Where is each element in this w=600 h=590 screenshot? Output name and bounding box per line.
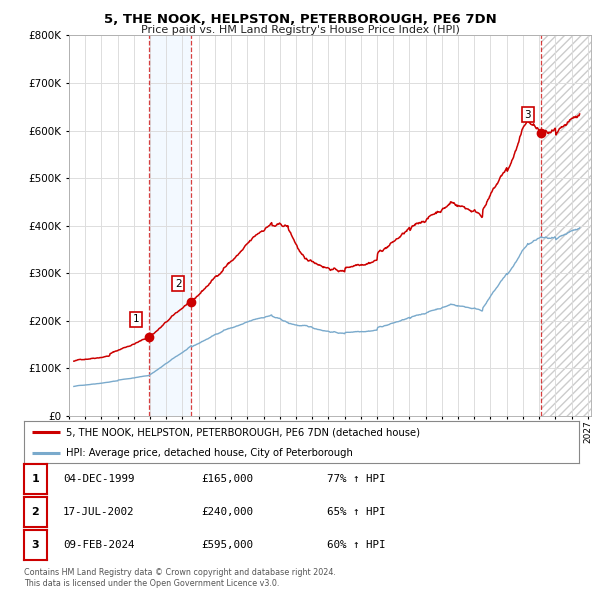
Text: 5, THE NOOK, HELPSTON, PETERBOROUGH, PE6 7DN (detached house): 5, THE NOOK, HELPSTON, PETERBOROUGH, PE6… bbox=[65, 427, 419, 437]
Text: 2: 2 bbox=[175, 278, 182, 289]
Bar bbox=[541, 35, 591, 416]
Text: 17-JUL-2002: 17-JUL-2002 bbox=[63, 507, 134, 517]
Text: 1: 1 bbox=[133, 314, 139, 325]
Text: 65% ↑ HPI: 65% ↑ HPI bbox=[327, 507, 386, 517]
Bar bbox=[149, 35, 191, 416]
Text: 3: 3 bbox=[524, 110, 531, 120]
Text: 09-FEB-2024: 09-FEB-2024 bbox=[63, 540, 134, 550]
Text: 77% ↑ HPI: 77% ↑ HPI bbox=[327, 474, 386, 484]
Text: 5, THE NOOK, HELPSTON, PETERBOROUGH, PE6 7DN: 5, THE NOOK, HELPSTON, PETERBOROUGH, PE6… bbox=[104, 13, 496, 26]
Text: Contains HM Land Registry data © Crown copyright and database right 2024.
This d: Contains HM Land Registry data © Crown c… bbox=[24, 568, 336, 588]
Text: 2: 2 bbox=[32, 507, 39, 517]
Text: 04-DEC-1999: 04-DEC-1999 bbox=[63, 474, 134, 484]
Text: £595,000: £595,000 bbox=[201, 540, 253, 550]
Text: 1: 1 bbox=[32, 474, 39, 484]
Text: 3: 3 bbox=[32, 540, 39, 550]
Text: £165,000: £165,000 bbox=[201, 474, 253, 484]
Text: £240,000: £240,000 bbox=[201, 507, 253, 517]
Text: HPI: Average price, detached house, City of Peterborough: HPI: Average price, detached house, City… bbox=[65, 448, 353, 457]
Text: 60% ↑ HPI: 60% ↑ HPI bbox=[327, 540, 386, 550]
Text: Price paid vs. HM Land Registry's House Price Index (HPI): Price paid vs. HM Land Registry's House … bbox=[140, 25, 460, 35]
